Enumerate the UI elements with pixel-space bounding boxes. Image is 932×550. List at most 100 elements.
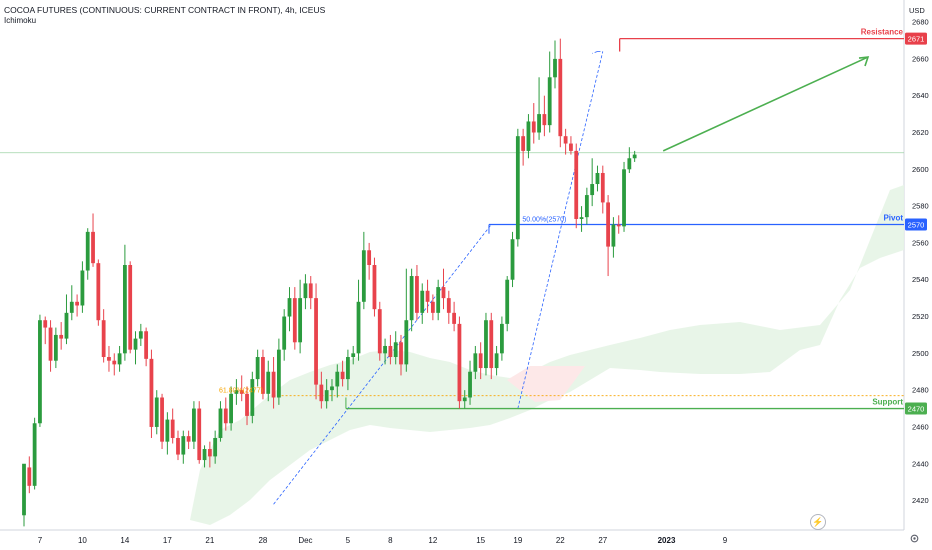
time-axis: 7 10 14 17 21 28 Dec 5 8 12 15 19 22 27 2023 9 (38, 536, 728, 545)
candle-body (574, 150, 579, 219)
candle-body (489, 320, 494, 369)
candle-body (128, 265, 133, 350)
candle-body (531, 121, 536, 133)
candle-body (484, 320, 488, 369)
price-tag-label: 2671 (908, 35, 925, 44)
candle-body (207, 449, 212, 457)
price-tick-label: 2460 (912, 422, 929, 431)
candle-body (223, 408, 228, 424)
candle-body (64, 312, 69, 339)
price-tag (905, 32, 927, 45)
candle-body (478, 353, 483, 369)
time-tick-label: 19 (513, 536, 522, 545)
lightning-icon[interactable]: ⚡ (810, 514, 826, 530)
candle-body (319, 384, 324, 402)
candle-body (276, 349, 281, 398)
candle-body (600, 172, 605, 203)
candle-body (213, 437, 218, 457)
time-tick-label: 14 (120, 536, 129, 545)
candle-body (149, 358, 154, 427)
candle-body (250, 379, 255, 416)
price-tick-label: 2560 (912, 238, 929, 247)
candle-body (287, 298, 292, 317)
candle-body (515, 136, 520, 240)
candle-body (372, 265, 377, 310)
candle-body (117, 353, 122, 365)
candle-body (59, 334, 64, 339)
time-tick-label: 10 (78, 536, 87, 545)
candle-body (356, 301, 361, 354)
candle-body (144, 331, 149, 359)
candle-body (271, 371, 276, 398)
candle-body (181, 436, 186, 455)
candle-body (303, 283, 308, 299)
candle-body (425, 290, 430, 302)
pivot-label: Pivot (883, 214, 903, 223)
candle-body (335, 371, 340, 387)
candle-body (441, 287, 446, 299)
projection-arrowhead (858, 56, 870, 67)
price-tick-label: 2520 (912, 312, 929, 321)
candle-body (521, 136, 526, 151)
price-tick-label: 2660 (912, 54, 929, 63)
candle-body (500, 323, 504, 354)
price-tick-label: 2680 (912, 18, 929, 27)
candle-body (292, 298, 297, 343)
candle-body (43, 320, 48, 328)
candle-body (324, 390, 329, 402)
candle-body (388, 345, 393, 358)
candle-body (393, 342, 398, 358)
candle-body (537, 114, 541, 133)
candle-body (579, 217, 584, 219)
time-tick-label: 7 (38, 536, 43, 545)
candle-body (234, 390, 239, 394)
price-tick-label: 2640 (912, 91, 929, 100)
candle-body (462, 397, 467, 402)
candle-body (154, 397, 159, 427)
candle-body (505, 279, 510, 324)
candle-body (468, 371, 472, 398)
price-tag-label: 2470 (908, 405, 925, 414)
time-tick-label: 9 (723, 536, 728, 545)
candle-body (170, 419, 175, 438)
candle-body (138, 331, 143, 339)
candle-body (197, 408, 202, 461)
candle-body (436, 287, 441, 313)
time-tick-label: 5 (346, 536, 351, 545)
price-tick-label: 2600 (912, 165, 929, 174)
candle-body (192, 408, 196, 442)
candle-body (229, 393, 233, 424)
candle-body (494, 353, 499, 369)
candle-body (547, 77, 552, 126)
candle-body (53, 334, 58, 361)
candle-body (22, 463, 26, 516)
candle-body (91, 231, 95, 264)
candle-body (32, 423, 37, 486)
candle-body (590, 184, 595, 196)
candle-body (308, 283, 313, 299)
candle-body (101, 320, 106, 358)
candle-body (112, 360, 117, 365)
candle-body (75, 301, 79, 306)
candle-body (245, 393, 249, 416)
candle-body (616, 224, 621, 227)
candle-body (176, 437, 180, 455)
indicator-label[interactable]: Ichimoku (4, 16, 37, 25)
time-tick-label: 22 (556, 536, 565, 545)
candle-body (622, 169, 626, 227)
time-tick-label: 2023 (658, 536, 676, 545)
candle-body (80, 270, 85, 306)
gear-icon[interactable] (909, 533, 920, 544)
price-tick-label: 2540 (912, 275, 929, 284)
fib-trend-line-2 (592, 51, 603, 54)
candle-body (133, 338, 138, 350)
support-label: Support (872, 398, 903, 407)
candle-body (595, 172, 600, 185)
candle-body (160, 397, 164, 442)
price-tick-label: 2480 (912, 386, 929, 395)
time-tick-label: 15 (476, 536, 485, 545)
candle-body (85, 231, 90, 271)
time-tick-label: 17 (163, 536, 172, 545)
price-tick-label: 2500 (912, 349, 929, 358)
